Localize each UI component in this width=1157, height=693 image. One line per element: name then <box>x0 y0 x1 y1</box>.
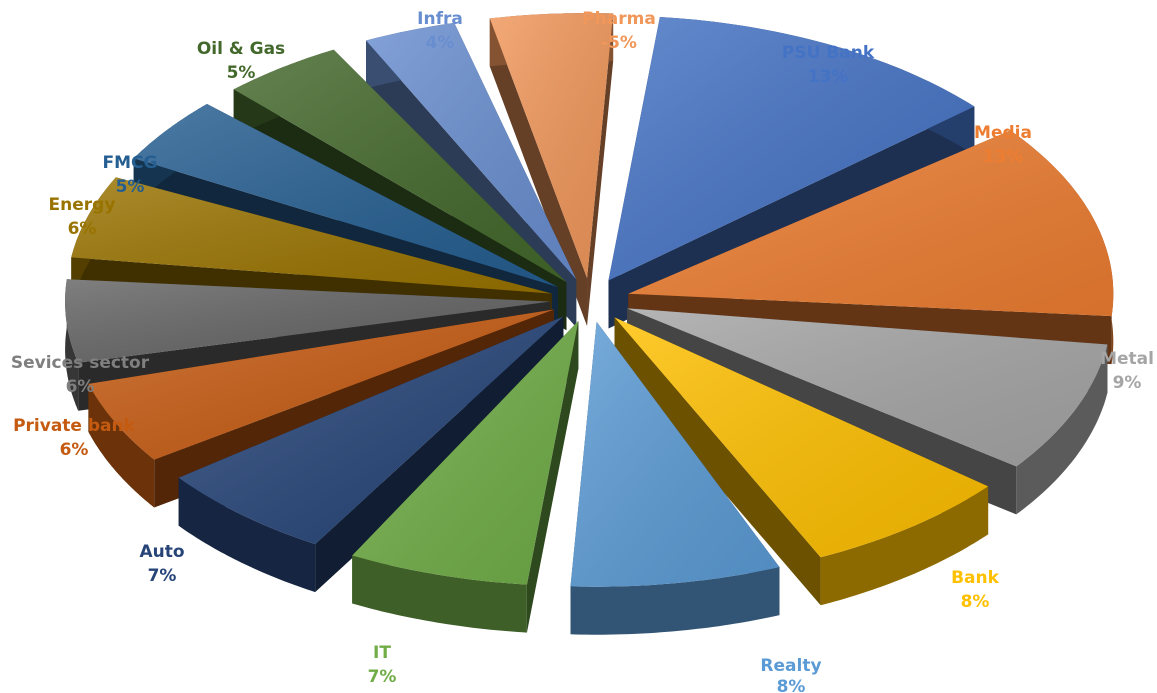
pie-slice-gloss <box>628 130 1114 317</box>
pie-slice-edge <box>178 477 316 593</box>
slice-value-psu-bank: 13% <box>808 67 849 87</box>
slice-value-private-bank: 6% <box>60 440 89 460</box>
pie-slice-infra <box>366 22 577 328</box>
slice-label-psu-bank: PSU Bank <box>782 43 875 63</box>
slice-label-auto: Auto <box>139 542 184 562</box>
pie-slice-pharma <box>489 13 614 327</box>
slice-label-infra: Infra <box>417 9 463 29</box>
pie-slices <box>65 13 1114 635</box>
pie-slice-it <box>352 321 579 633</box>
pie-slice-edge <box>820 486 989 606</box>
slice-value-fmcg: 5% <box>116 177 145 197</box>
slice-value-infra: 4% <box>426 33 455 53</box>
pie-slice-gloss <box>627 308 1108 467</box>
pie-slice-gloss <box>133 104 558 287</box>
pie-slice-edge <box>88 383 155 508</box>
pie-slice-gloss <box>614 317 989 558</box>
pie-slice-bank <box>614 317 989 606</box>
pie-slice-gloss <box>71 177 552 294</box>
pie-slice-gloss <box>88 309 554 460</box>
slice-label-fmcg: FMCG <box>103 153 158 173</box>
slice-label-metal: Metal <box>1100 349 1154 369</box>
slice-value-media: 13% <box>983 147 1024 167</box>
slice-value-services-sector: 6% <box>66 377 95 397</box>
slice-labels: PSU Bank 13% Media 13% Metal 9% Bank 8% … <box>11 9 1154 693</box>
pie-slice-edge <box>352 555 527 633</box>
pie-slice-wall <box>489 18 588 327</box>
pie-slice-edge <box>570 567 780 635</box>
slice-label-private-bank: Private bank <box>13 416 136 436</box>
pie-slice-wall <box>526 321 579 633</box>
slice-label-oil-gas: Oil & Gas <box>197 39 285 59</box>
pie-slice-gloss <box>178 316 564 545</box>
slice-value-realty: 8% <box>777 677 806 693</box>
pie-slice-gloss <box>489 13 614 279</box>
pie-slice-realty <box>570 321 780 635</box>
slice-value-oil-gas: 5% <box>227 63 256 83</box>
slice-value-pharma: -5% <box>601 33 637 53</box>
slice-label-bank: Bank <box>951 568 1000 588</box>
slice-value-energy: 6% <box>68 219 97 239</box>
pie-slice-edge <box>65 279 79 411</box>
pie-slice-wall <box>587 13 614 327</box>
slice-value-it: 7% <box>368 667 397 687</box>
pie-slice-edge <box>1016 344 1108 515</box>
slice-label-realty: Realty <box>760 656 821 676</box>
pie-slice-gloss <box>352 321 579 585</box>
slice-value-bank: 8% <box>961 592 990 612</box>
slice-label-media: Media <box>974 123 1032 143</box>
pie-slice-gloss <box>65 279 551 363</box>
pie-slice-auto <box>178 316 564 593</box>
pie-slice-gloss <box>233 49 567 283</box>
pie-slice-gloss <box>608 17 975 281</box>
pie-slice-gloss <box>570 321 780 587</box>
slice-value-metal: 9% <box>1113 373 1142 393</box>
slice-value-auto: 7% <box>148 566 177 586</box>
pie-slice-gloss <box>366 22 577 280</box>
slice-label-it: IT <box>373 643 391 663</box>
slice-label-energy: Energy <box>49 195 116 215</box>
slice-label-services-sector: Sevices sector <box>11 353 150 373</box>
pie-slice-wall <box>614 317 821 606</box>
pie-slice-media <box>628 130 1114 365</box>
slice-label-pharma: Pharma <box>582 9 656 29</box>
